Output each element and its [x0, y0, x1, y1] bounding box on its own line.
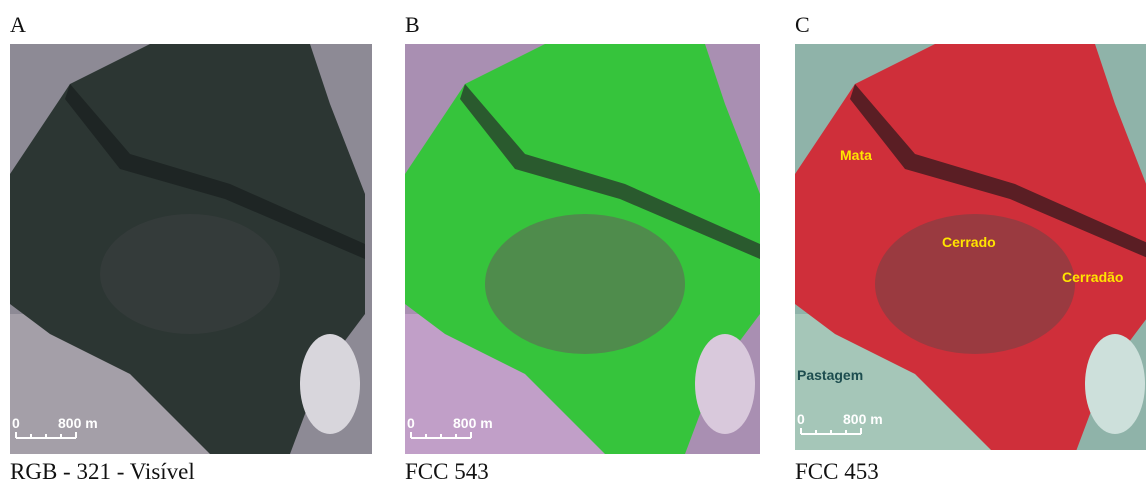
caption: FCC 453: [795, 459, 879, 484]
annotation: Cerradão: [1062, 269, 1123, 285]
scale-start: 0: [12, 415, 20, 431]
scale-end: 800 m: [453, 415, 493, 431]
annotation: Cerrado: [942, 234, 996, 250]
scale-start: 0: [797, 411, 805, 427]
image-b: [405, 44, 760, 454]
scale-start: 0: [407, 415, 415, 431]
scale-end: 800 m: [58, 415, 98, 431]
annotation: Mata: [840, 147, 872, 163]
scale-end: 800 m: [843, 411, 883, 427]
caption: FCC 543: [405, 459, 489, 484]
panel-label: B: [405, 12, 420, 37]
annotation: Pastagem: [797, 367, 863, 383]
panel-label: C: [795, 12, 810, 37]
image-a: [10, 44, 372, 454]
figure: A 0 800 m RGB - 321 - Visível B 0 800 m …: [0, 0, 1146, 488]
panel-label: A: [10, 12, 26, 37]
caption: RGB - 321 - Visível: [10, 459, 195, 484]
